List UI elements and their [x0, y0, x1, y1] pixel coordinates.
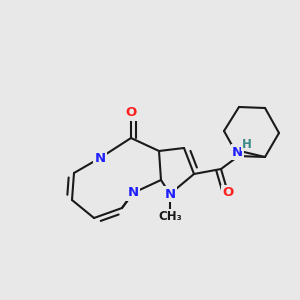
Text: N: N — [164, 188, 175, 200]
Text: H: H — [242, 137, 252, 151]
Text: N: N — [232, 146, 243, 158]
Text: O: O — [125, 106, 136, 119]
Text: O: O — [222, 187, 234, 200]
Text: CH₃: CH₃ — [158, 211, 182, 224]
Text: N: N — [128, 187, 139, 200]
Text: N: N — [94, 152, 106, 164]
